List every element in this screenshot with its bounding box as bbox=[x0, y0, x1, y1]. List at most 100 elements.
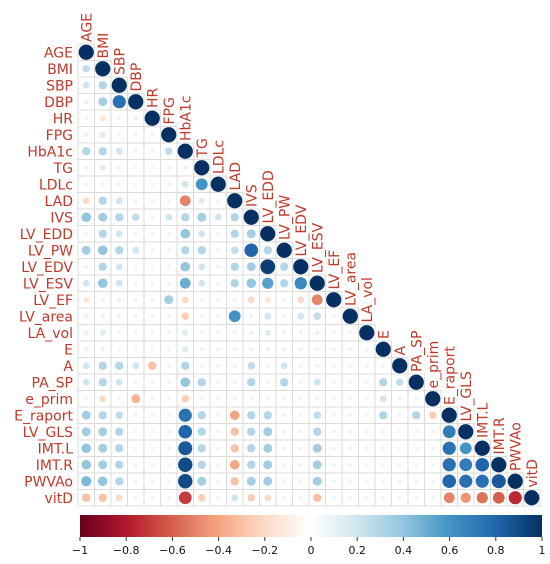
correlation-circle bbox=[178, 441, 193, 456]
correlation-circle bbox=[166, 165, 171, 170]
correlation-circle bbox=[150, 215, 155, 220]
correlation-circle bbox=[84, 116, 89, 121]
row-label: HR bbox=[53, 111, 74, 127]
correlation-circle bbox=[282, 495, 287, 500]
row-label: LV_EF bbox=[33, 293, 73, 309]
correlation-circle bbox=[508, 491, 522, 505]
correlation-circle bbox=[263, 427, 273, 437]
correlation-circle bbox=[331, 479, 336, 484]
correlation-circle bbox=[348, 479, 353, 484]
correlation-circle bbox=[229, 410, 240, 421]
correlation-circle bbox=[199, 314, 204, 319]
correlation-circle bbox=[99, 395, 107, 403]
correlation-circle bbox=[397, 446, 402, 451]
correlation-circle bbox=[298, 347, 303, 352]
correlation-circle bbox=[115, 361, 124, 370]
row-labels: AGEBMISBPDBPHRFPGHbA1cTGLDLcLADIVSLV_EDD… bbox=[14, 45, 73, 507]
correlation-circle bbox=[216, 413, 221, 418]
correlation-circle bbox=[348, 462, 353, 467]
correlation-circle bbox=[298, 462, 303, 467]
correlation-circle bbox=[282, 396, 287, 401]
correlation-circle bbox=[491, 457, 507, 473]
correlation-circle bbox=[392, 358, 408, 374]
correlation-circle bbox=[297, 312, 305, 320]
correlation-circle bbox=[313, 312, 322, 321]
row-label: A bbox=[63, 359, 73, 375]
correlation-circle bbox=[430, 462, 435, 467]
correlation-circle bbox=[442, 441, 456, 455]
correlation-circle bbox=[133, 462, 138, 467]
colorbar-tick-label: −0.4 bbox=[205, 544, 232, 557]
correlation-circle bbox=[115, 477, 124, 486]
correlation-circle bbox=[98, 493, 107, 502]
correlation-circle bbox=[216, 363, 221, 368]
correlation-circle bbox=[298, 396, 303, 401]
column-label: PA_SP bbox=[409, 331, 425, 372]
correlation-circle bbox=[166, 281, 171, 286]
correlation-circle bbox=[166, 248, 171, 253]
correlation-circle bbox=[216, 446, 221, 451]
correlation-circle bbox=[133, 231, 138, 236]
correlation-circle bbox=[425, 391, 441, 407]
correlation-circle bbox=[150, 347, 155, 352]
correlation-circle bbox=[216, 495, 221, 500]
correlation-circle bbox=[148, 361, 157, 370]
correlation-circle bbox=[83, 346, 89, 352]
correlation-circle bbox=[313, 493, 322, 502]
row-label: PWVAo bbox=[24, 474, 73, 490]
row-label: LV_EDD bbox=[20, 227, 73, 243]
correlation-circle bbox=[133, 446, 138, 451]
correlation-circle bbox=[265, 346, 271, 352]
row-label: IMT.L bbox=[38, 441, 74, 457]
correlation-circle bbox=[133, 132, 138, 137]
correlation-circle bbox=[263, 411, 272, 420]
correlation-circle bbox=[115, 378, 123, 386]
correlation-circle bbox=[364, 446, 369, 451]
row-label: LAD bbox=[45, 194, 73, 210]
correlation-circle bbox=[150, 248, 155, 253]
correlation-circle bbox=[331, 380, 336, 385]
correlation-circle bbox=[181, 180, 189, 188]
correlation-circle bbox=[166, 182, 171, 187]
correlation-circle bbox=[264, 312, 272, 320]
correlation-circle bbox=[326, 292, 342, 308]
correlation-circle bbox=[115, 213, 124, 222]
correlation-circle bbox=[298, 380, 303, 385]
correlation-circle bbox=[99, 131, 106, 138]
correlation-circle bbox=[247, 296, 255, 304]
correlation-circle bbox=[244, 243, 259, 258]
correlation-circle bbox=[179, 277, 191, 289]
correlation-circle bbox=[294, 277, 307, 290]
correlation-circle bbox=[133, 479, 138, 484]
correlation-circle bbox=[181, 246, 190, 255]
correlation-circle bbox=[81, 459, 92, 470]
correlation-circle bbox=[181, 361, 190, 370]
correlation-circle bbox=[133, 347, 138, 352]
correlation-circle bbox=[315, 396, 320, 401]
correlation-circle bbox=[150, 380, 155, 385]
correlation-circle bbox=[115, 494, 123, 502]
correlation-circle bbox=[231, 494, 239, 502]
correlation-circle bbox=[116, 297, 122, 303]
colorbar-tick-label: 0.8 bbox=[487, 544, 505, 557]
correlation-circle bbox=[166, 495, 171, 500]
row-label: IVS bbox=[50, 210, 73, 226]
correlation-circle bbox=[99, 329, 106, 336]
correlation-circle bbox=[166, 380, 171, 385]
correlation-circle bbox=[82, 147, 91, 156]
correlation-circle bbox=[150, 182, 155, 187]
correlation-circle bbox=[150, 198, 155, 203]
correlation-circle bbox=[197, 212, 207, 222]
correlation-circle bbox=[263, 246, 272, 255]
correlation-circle bbox=[280, 362, 288, 370]
correlation-circle bbox=[216, 330, 221, 335]
correlation-circle bbox=[214, 213, 222, 221]
correlation-circle bbox=[282, 347, 287, 352]
correlation-circle bbox=[166, 330, 171, 335]
correlation-circle bbox=[282, 330, 287, 335]
column-label: LA_vol bbox=[360, 277, 376, 322]
correlation-circle bbox=[282, 462, 287, 467]
correlation-circle bbox=[342, 308, 358, 324]
